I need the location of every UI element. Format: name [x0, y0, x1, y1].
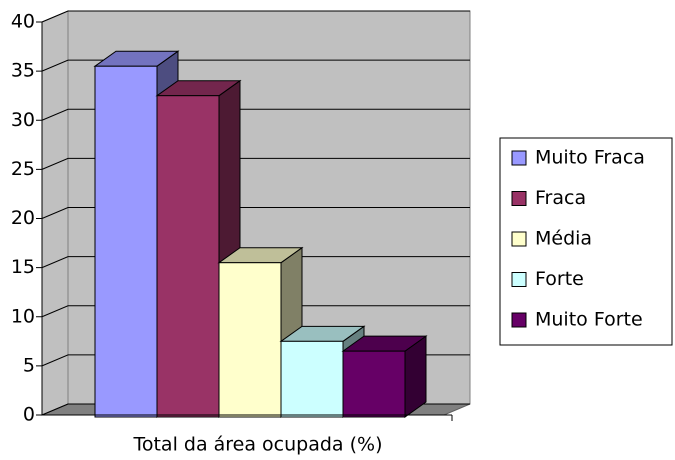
bar	[218, 262, 282, 418]
grid-line	[41, 256, 470, 269]
bar	[342, 350, 406, 418]
y-tick-label: 0	[23, 404, 35, 426]
grid-line	[41, 305, 470, 318]
y-tick-label: 20	[11, 207, 35, 229]
y-tick-label: 25	[11, 158, 35, 180]
legend-swatch	[511, 150, 527, 166]
legend-label: Muito Forte	[535, 309, 643, 331]
legend-label: Forte	[535, 268, 584, 290]
x-category-label: Total da área ocupada (%)	[132, 434, 382, 456]
grid-line	[41, 157, 470, 170]
legend-swatch	[511, 191, 527, 206]
bar	[94, 65, 158, 418]
y-tick-label: 40	[11, 11, 35, 33]
legend	[499, 137, 673, 346]
grid-line	[41, 108, 470, 121]
grid-line	[41, 207, 470, 219]
y-tick-label: 5	[23, 354, 35, 376]
bar	[156, 95, 220, 418]
legend-swatch	[511, 312, 527, 328]
y-tick-label: 30	[11, 109, 35, 131]
bar	[280, 340, 344, 418]
y-tick-label: 15	[11, 256, 35, 278]
grid-line	[41, 10, 470, 23]
legend-swatch	[511, 272, 527, 287]
y-tick-label: 10	[11, 305, 35, 327]
legend-label: Muito Fraca	[535, 147, 645, 169]
grid-line	[41, 59, 470, 72]
legend-swatch	[511, 231, 527, 247]
y-tick-label: 35	[11, 60, 35, 82]
legend-label: Média	[535, 228, 592, 250]
legend-label: Fraca	[535, 187, 586, 209]
